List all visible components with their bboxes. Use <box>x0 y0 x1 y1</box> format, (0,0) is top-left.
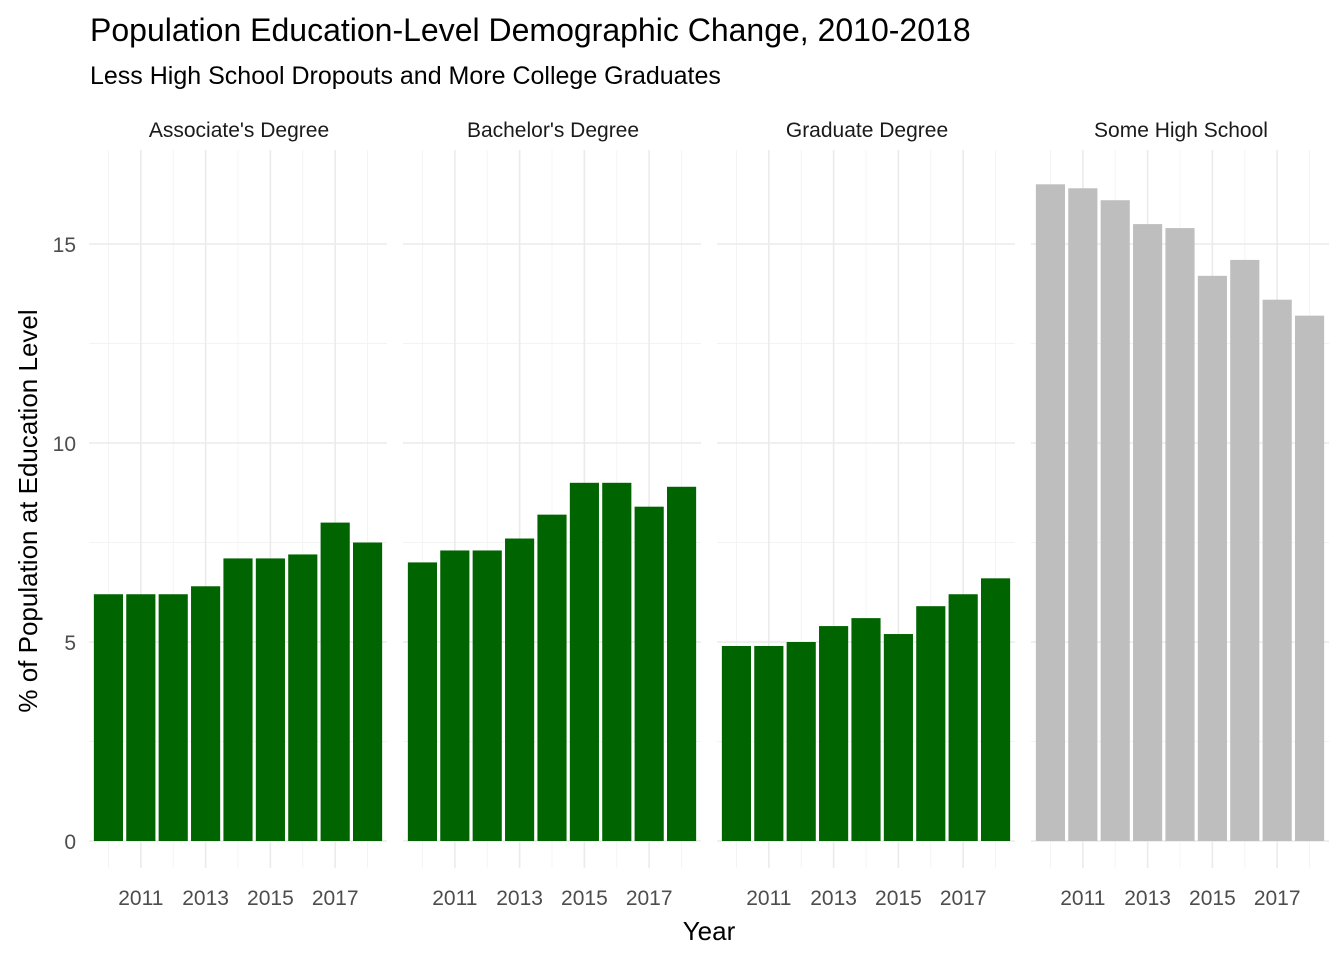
bar <box>126 594 156 841</box>
x-tick-label: 2017 <box>1254 887 1301 910</box>
bar <box>916 606 946 841</box>
bar <box>1068 188 1098 841</box>
y-tick-label: 5 <box>64 632 76 655</box>
bar <box>537 514 567 841</box>
bar <box>980 578 1011 841</box>
x-tick-label: 2011 <box>118 887 163 910</box>
bar <box>158 594 188 841</box>
bar <box>320 522 350 841</box>
bar <box>505 538 535 841</box>
y-tick-label: 0 <box>64 831 76 854</box>
bar <box>255 558 285 841</box>
bar <box>851 618 881 841</box>
x-tick-label: 2013 <box>1124 887 1171 910</box>
chart-subtitle: Less High School Dropouts and More Colle… <box>90 62 721 90</box>
x-tick-label: 2011 <box>746 887 791 910</box>
bar <box>1262 299 1292 842</box>
bar <box>1294 315 1325 841</box>
x-axis-title: Year <box>683 916 736 946</box>
bar <box>754 645 784 841</box>
facet-panel: Bachelor's Degree 2011 2013 2015 2017 <box>403 119 701 910</box>
x-tick-label: 2017 <box>312 887 359 910</box>
facet-panel: Graduate Degree 2011 2013 2015 2017 <box>717 119 1015 910</box>
x-tick-label: 2013 <box>810 887 857 910</box>
x-tick-label: 2015 <box>561 887 608 910</box>
bar <box>721 645 752 841</box>
x-tick-label: 2017 <box>940 887 987 910</box>
bar <box>666 486 697 841</box>
bar <box>472 550 502 841</box>
bar <box>1165 228 1195 841</box>
bar <box>407 562 438 841</box>
y-tick-label: 15 <box>53 234 76 257</box>
x-tick-label: 2017 <box>626 887 673 910</box>
bar <box>93 594 124 841</box>
x-tick-label: 2015 <box>875 887 922 910</box>
bar <box>223 558 253 841</box>
x-tick-label: 2011 <box>432 887 477 910</box>
facet-label: Some High School <box>1094 119 1268 142</box>
x-tick-label: 2015 <box>247 887 294 910</box>
facet-panel: Some High School 2011 2013 2015 2017 <box>1031 119 1329 910</box>
bar <box>786 642 816 841</box>
bar <box>440 550 470 841</box>
facet-label: Graduate Degree <box>786 119 948 142</box>
bar <box>1133 224 1163 842</box>
y-tick-label: 10 <box>53 433 76 456</box>
bar <box>191 586 221 841</box>
facet-panel: Associate's Degree 2011 2013 2015 2017 <box>89 119 387 910</box>
bar <box>1197 275 1227 842</box>
bar <box>602 482 632 841</box>
bar <box>352 542 383 841</box>
y-axis-title: % of Population at Education Level <box>13 309 43 712</box>
bar <box>1035 184 1066 842</box>
bar <box>634 506 664 841</box>
bar <box>948 594 978 841</box>
facet-label: Bachelor's Degree <box>467 119 639 142</box>
bar <box>288 554 318 841</box>
bar <box>569 482 599 841</box>
x-tick-label: 2013 <box>182 887 229 910</box>
x-tick-label: 2013 <box>496 887 543 910</box>
bar <box>883 634 913 841</box>
bar <box>1230 259 1260 841</box>
bar <box>1100 200 1130 842</box>
facet-label: Associate's Degree <box>149 119 329 142</box>
x-tick-label: 2015 <box>1189 887 1236 910</box>
x-tick-label: 2011 <box>1060 887 1105 910</box>
bar <box>819 626 849 841</box>
chart-title: Population Education-Level Demographic C… <box>90 12 971 48</box>
